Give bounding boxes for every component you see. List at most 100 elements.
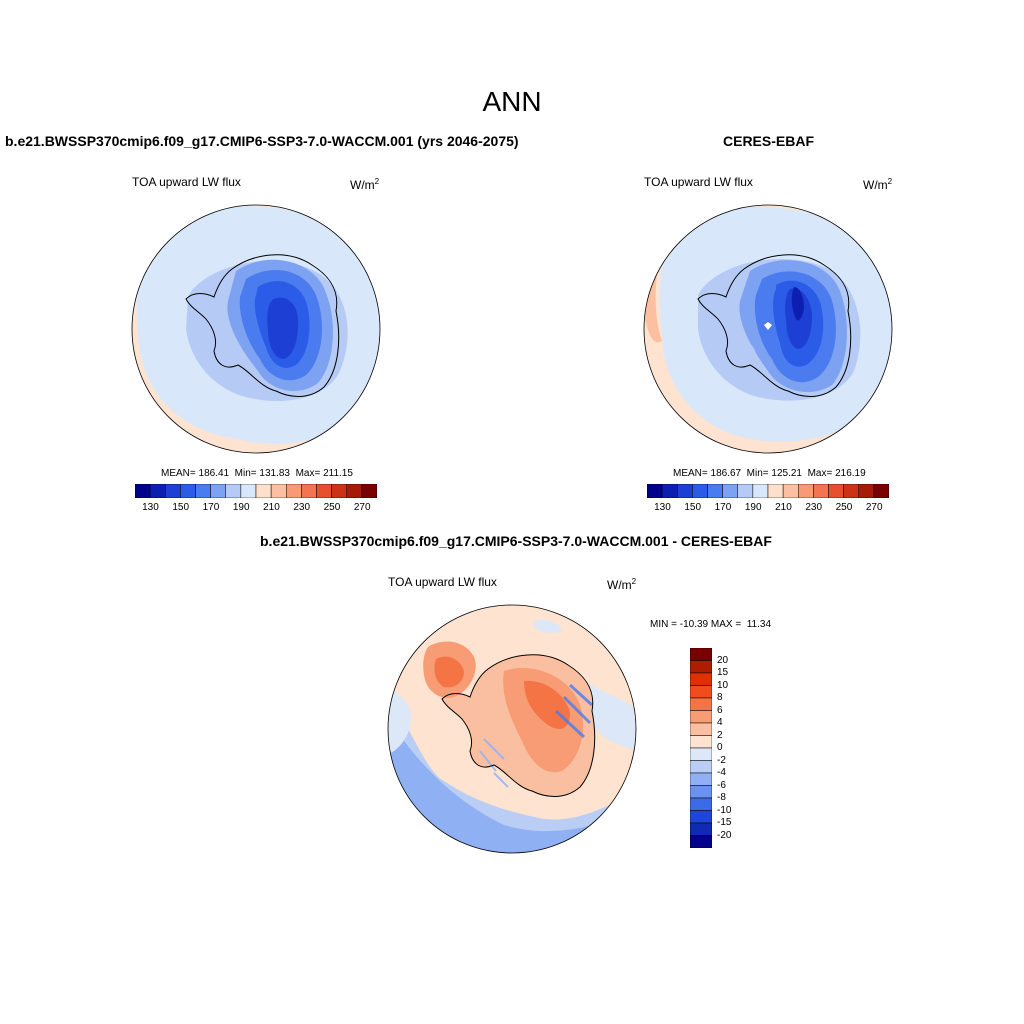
- colorbar-swatch: [690, 822, 712, 836]
- colorbar-swatch: [135, 484, 151, 498]
- colorbar-tick-label: 250: [835, 502, 853, 513]
- panel2-colorbar-ticks: 130 150 170 190 210 230 250 270: [647, 502, 889, 516]
- panel1-units: W/m2: [350, 177, 380, 192]
- colorbar-swatch: [692, 484, 708, 498]
- colorbar-swatch: [316, 484, 332, 498]
- diff-units: W/m2: [607, 577, 637, 592]
- colorbar-swatch: [270, 484, 287, 498]
- colorbar-tick-label: 15: [717, 667, 729, 678]
- colorbar-tick-label: 210: [263, 502, 280, 513]
- colorbar-swatch: [165, 484, 181, 498]
- panel1-title: b.e21.BWSSP370cmip6.f09_g17.CMIP6-SSP3-7…: [5, 133, 519, 149]
- colorbar-tick-label: 190: [232, 502, 250, 513]
- colorbar-swatch: [690, 660, 712, 674]
- colorbar-swatch: [255, 484, 272, 498]
- panel2-stats: MEAN= 186.67 Min= 125.21 Max= 216.19: [673, 468, 866, 479]
- colorbar-tick-label: 190: [744, 502, 762, 513]
- colorbar-tick-label: -6: [717, 779, 726, 791]
- colorbar-swatch: [690, 772, 712, 786]
- colorbar-swatch: [690, 835, 712, 848]
- colorbar-swatch: [690, 810, 712, 824]
- colorbar-swatch: [690, 722, 712, 736]
- colorbar-tick-label: 2: [717, 729, 723, 741]
- colorbar-swatch: [873, 484, 889, 498]
- panel2-variable: TOA upward LW flux: [644, 175, 753, 189]
- colorbar-swatch: [647, 484, 663, 498]
- colorbar-swatch: [677, 484, 693, 498]
- panel2-map: [643, 204, 893, 454]
- colorbar-tick-label: 6: [717, 704, 723, 716]
- colorbar-swatch: [782, 484, 799, 498]
- diff-colorbar-ticks: 20 15 10 8 6 4 2 0 -2 -4 -6 -8 -10 -15 -20: [717, 648, 757, 848]
- diff-map: [387, 604, 637, 854]
- colorbar-swatch: [858, 484, 875, 498]
- colorbar-swatch: [690, 735, 712, 749]
- colorbar-swatch: [813, 484, 829, 498]
- colorbar-swatch: [798, 484, 814, 498]
- colorbar-swatch: [752, 484, 769, 498]
- diff-title: b.e21.BWSSP370cmip6.f09_g17.CMIP6-SSP3-7…: [260, 533, 772, 549]
- colorbar-swatch: [301, 484, 317, 498]
- colorbar-tick-label: 170: [202, 502, 220, 513]
- panel2-title: CERES-EBAF: [723, 133, 815, 149]
- diff-stats: MIN = -10.39 MAX = 11.34: [650, 619, 772, 630]
- colorbar-swatch: [690, 672, 712, 686]
- colorbar-swatch: [690, 747, 712, 761]
- colorbar-swatch: [240, 484, 257, 498]
- colorbar-swatch: [286, 484, 302, 498]
- colorbar-tick-label: 130: [142, 502, 159, 513]
- colorbar-swatch: [722, 484, 739, 498]
- colorbar-swatch: [331, 484, 348, 498]
- figure-title: ANN: [482, 86, 542, 117]
- colorbar-swatch: [180, 484, 196, 498]
- colorbar-tick-label: -10: [717, 804, 732, 816]
- colorbar-swatch: [346, 484, 363, 498]
- colorbar-tick-label: 10: [717, 679, 729, 691]
- colorbar-swatch: [767, 484, 784, 498]
- colorbar-tick-label: 20: [717, 654, 729, 666]
- panel2-units: W/m2: [863, 177, 893, 192]
- panel1-variable: TOA upward LW flux: [132, 175, 241, 189]
- panel1-stats: MEAN= 186.41 Min= 131.83 Max= 211.15: [161, 468, 353, 479]
- colorbar-tick-label: 130: [654, 502, 671, 513]
- colorbar-swatch: [690, 797, 712, 811]
- colorbar-tick-label: 230: [805, 502, 823, 513]
- colorbar-tick-label: 8: [717, 692, 723, 703]
- colorbar-tick-label: 150: [172, 502, 190, 513]
- panel1-colorbar: [135, 484, 377, 498]
- colorbar-swatch: [210, 484, 227, 498]
- colorbar-tick-label: 270: [865, 502, 883, 513]
- colorbar-tick-label: -15: [717, 817, 732, 828]
- colorbar-swatch: [361, 484, 377, 498]
- colorbar-swatch: [843, 484, 860, 498]
- colorbar-tick-label: -2: [717, 754, 726, 766]
- panel1-map: [131, 204, 381, 454]
- diff-variable: TOA upward LW flux: [388, 575, 497, 589]
- colorbar-swatch: [690, 710, 712, 724]
- colorbar-swatch: [707, 484, 723, 498]
- colorbar-tick-label: 270: [353, 502, 371, 513]
- colorbar-swatch: [737, 484, 754, 498]
- colorbar-tick-label: 4: [717, 717, 723, 728]
- colorbar-swatch: [661, 484, 678, 498]
- colorbar-swatch: [690, 685, 712, 699]
- colorbar-swatch: [149, 484, 166, 498]
- colorbar-swatch: [225, 484, 242, 498]
- colorbar-tick-label: 250: [323, 502, 341, 513]
- colorbar-tick-label: 150: [684, 502, 702, 513]
- colorbar-swatch: [690, 760, 712, 774]
- diff-colorbar: [690, 648, 712, 848]
- panel1-colorbar-ticks: 130 150 170 190 210 230 250 270: [135, 502, 377, 516]
- colorbar-tick-label: -8: [717, 792, 726, 803]
- colorbar-tick-label: 170: [714, 502, 732, 513]
- colorbar-swatch: [690, 785, 712, 799]
- colorbar-tick-label: 230: [293, 502, 311, 513]
- colorbar-tick-label: 0: [717, 742, 723, 753]
- colorbar-swatch: [195, 484, 211, 498]
- colorbar-swatch: [690, 648, 712, 661]
- colorbar-tick-label: -20: [717, 829, 732, 841]
- colorbar-tick-label: 210: [775, 502, 792, 513]
- panel2-colorbar: [647, 484, 889, 498]
- colorbar-swatch: [828, 484, 844, 498]
- colorbar-tick-label: -4: [717, 767, 726, 778]
